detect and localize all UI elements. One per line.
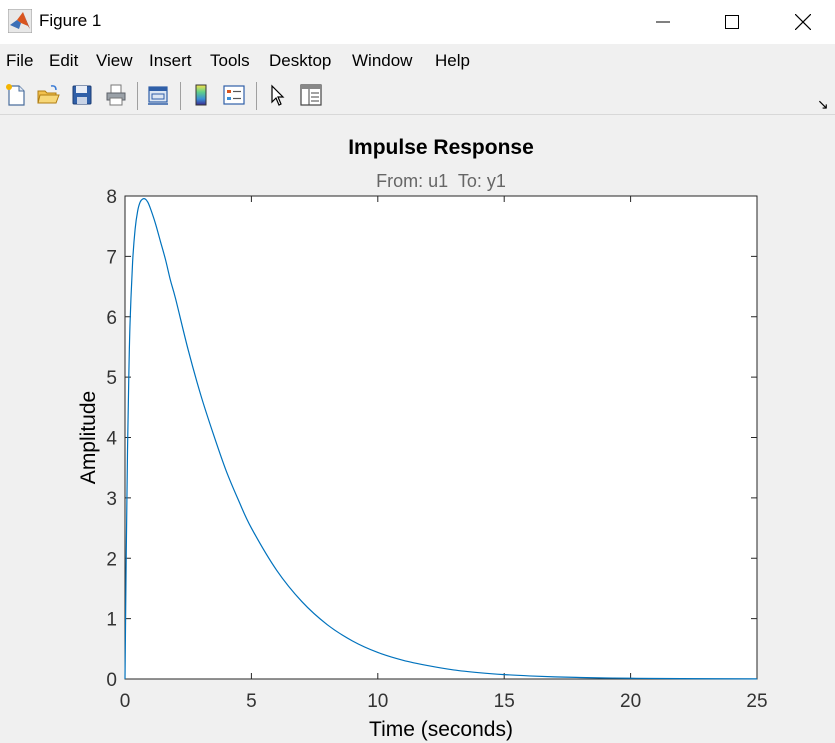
- x-tick-label: 5: [246, 691, 257, 712]
- toolbar-separator: [137, 82, 138, 110]
- menu-file[interactable]: File: [6, 51, 34, 70]
- toolbar-separator: [256, 82, 257, 110]
- menu-edit[interactable]: Edit: [49, 51, 79, 70]
- menu-bar: File Edit View Insert Tools Desktop Wind…: [0, 46, 835, 112]
- axes-box[interactable]: [124, 195, 758, 680]
- y-tick-label: 4: [106, 429, 117, 450]
- open-file-icon: [37, 85, 60, 104]
- matlab-logo-icon: [8, 9, 32, 33]
- series-line-impulse[interactable]: [124, 198, 758, 680]
- print-figure-button[interactable]: [101, 80, 131, 110]
- menu-window[interactable]: Window: [352, 51, 413, 70]
- y-tick-label: 0: [106, 670, 117, 691]
- x-tick-label: 0: [120, 691, 131, 712]
- menu-view[interactable]: View: [96, 51, 133, 70]
- toolbar: [0, 78, 835, 115]
- link-plot-icon: [148, 86, 168, 105]
- insert-colorbar-button[interactable]: [186, 80, 216, 110]
- dock-arrow-icon[interactable]: ↘: [817, 96, 829, 112]
- minimize-icon: [656, 21, 670, 23]
- y-tick-label: 5: [106, 368, 117, 389]
- menu-tools[interactable]: Tools: [210, 51, 250, 70]
- link-plot-button[interactable]: [143, 80, 173, 110]
- window-title: Figure 1: [39, 11, 102, 30]
- new-figure-button[interactable]: [1, 80, 31, 110]
- y-tick-label: 7: [106, 247, 117, 268]
- insert-legend-icon: [223, 85, 245, 105]
- y-tick-label: 8: [106, 187, 117, 208]
- open-file-button[interactable]: [33, 80, 63, 110]
- property-inspector-button[interactable]: [296, 80, 326, 110]
- save-figure-icon: [72, 85, 92, 105]
- x-tick-label: 20: [620, 691, 641, 712]
- property-inspector-icon: [300, 84, 322, 106]
- x-axis-label: Time (seconds): [369, 718, 513, 741]
- edit-plot-icon: [271, 84, 285, 106]
- insert-colorbar-icon: [195, 84, 207, 106]
- menu-insert[interactable]: Insert: [149, 51, 192, 70]
- y-tick-label: 1: [106, 610, 117, 631]
- y-tick-label: 2: [106, 549, 117, 570]
- x-tick-label: 10: [367, 691, 388, 712]
- save-figure-button[interactable]: [67, 80, 97, 110]
- impulse-response-plot[interactable]: Impulse Response From: u1 To: y1 0 5 10 15 2…: [0, 115, 835, 743]
- toolbar-separator: [180, 82, 181, 110]
- edit-plot-button[interactable]: [262, 80, 292, 110]
- y-axis-label: Amplitude: [77, 391, 100, 484]
- close-icon: [795, 14, 811, 30]
- menu-help[interactable]: Help: [435, 51, 470, 70]
- minimize-button[interactable]: [640, 0, 686, 44]
- figure-canvas[interactable]: Impulse Response From: u1 To: y1 0 5 10 15 2…: [0, 115, 835, 743]
- chart-title: Impulse Response: [348, 136, 534, 159]
- close-button[interactable]: [780, 0, 826, 44]
- chart-subtitle: From: u1 To: y1: [376, 171, 506, 191]
- x-tick-label: 25: [746, 691, 767, 712]
- menu-desktop[interactable]: Desktop: [269, 51, 332, 70]
- tick-labels: 0 5 10 15 20 25 0 1 2 3 4 5 6 7 8: [106, 187, 767, 712]
- maximize-icon: [725, 15, 739, 29]
- insert-legend-button[interactable]: [219, 80, 249, 110]
- x-tick-label: 15: [494, 691, 515, 712]
- y-tick-label: 3: [106, 489, 117, 510]
- maximize-button[interactable]: [709, 0, 755, 44]
- new-figure-icon: [6, 84, 25, 106]
- y-tick-label: 6: [106, 308, 117, 329]
- title-bar: Figure 1: [0, 0, 835, 44]
- print-figure-icon: [106, 84, 126, 106]
